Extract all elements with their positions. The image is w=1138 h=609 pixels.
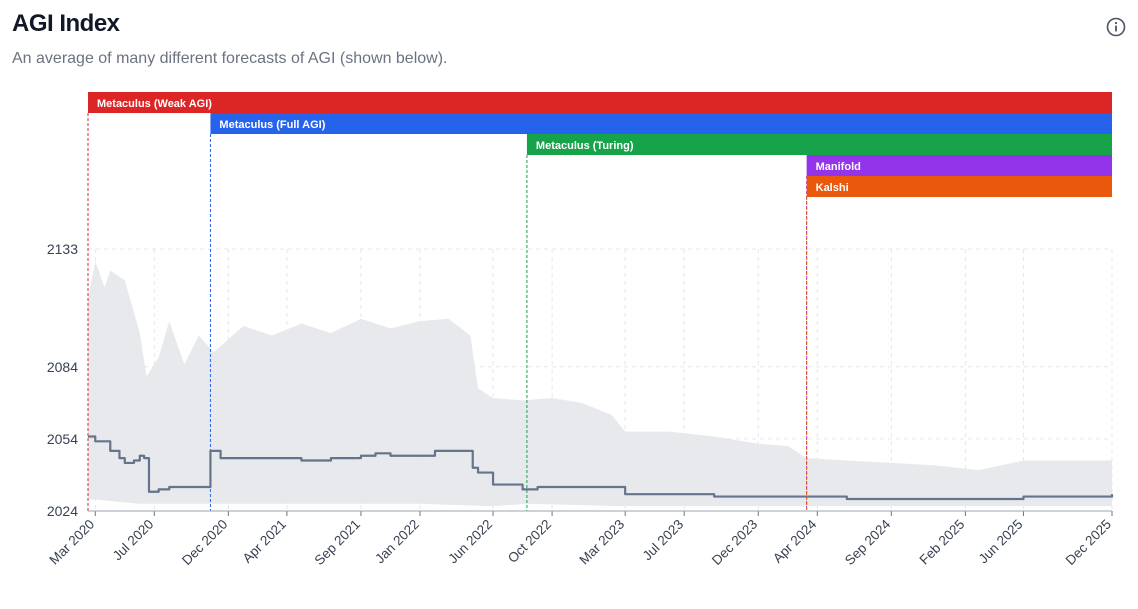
- y-tick-label: 2054: [47, 431, 78, 447]
- y-tick-label: 2024: [47, 503, 78, 519]
- x-tick-label: Mar 2020: [46, 517, 97, 568]
- x-tick-label: Jun 2022: [445, 517, 495, 567]
- source-bars: Metaculus (Weak AGI) Metaculus (Full AGI)…: [88, 92, 1112, 197]
- agi-index-line: [88, 435, 1114, 501]
- x-tick-label: Apr 2021: [240, 517, 289, 566]
- source-bar: [806, 176, 1112, 197]
- x-tick-label: Apr 2024: [770, 516, 820, 566]
- info-icon[interactable]: [1106, 17, 1126, 37]
- x-tick-label: Dec 2020: [179, 517, 230, 568]
- source-bar-label: Metaculus (Full AGI): [219, 119, 325, 131]
- x-tick-label: Jan 2022: [372, 517, 422, 567]
- source-bar-label: Manifold: [816, 161, 861, 173]
- source-bar-label: Metaculus (Weak AGI): [97, 98, 212, 110]
- x-tick-label: Jul 2020: [110, 517, 157, 564]
- x-tick-label: Dec 2023: [709, 517, 760, 568]
- page-title: AGI Index: [12, 10, 120, 37]
- source-bar: [526, 134, 1112, 155]
- x-tick-label: Jun 2025: [976, 517, 1026, 567]
- forecast-band: [88, 261, 1112, 507]
- x-tick-label: Mar 2023: [576, 517, 627, 568]
- source-start-lines: [87, 113, 808, 511]
- x-tick-label: Oct 2022: [505, 517, 554, 566]
- source-bar: [806, 155, 1112, 176]
- source-bar: [88, 92, 1112, 113]
- page-subtitle: An average of many different forecasts o…: [12, 50, 448, 67]
- x-tick-label: Feb 2025: [917, 517, 968, 568]
- y-tick-label: 2084: [47, 359, 78, 375]
- source-bar: [210, 113, 1112, 134]
- x-tick-label: Jul 2023: [640, 517, 687, 564]
- y-tick-label: 2133: [47, 241, 78, 257]
- source-bar-label: Kalshi: [816, 182, 849, 194]
- x-tick-label: Sep 2021: [312, 517, 363, 568]
- x-tick-label: Sep 2024: [842, 516, 894, 568]
- series-layer: [88, 435, 1114, 501]
- forecast-band-layer: [88, 261, 1112, 507]
- source-bar-label: Metaculus (Turing): [536, 140, 634, 152]
- x-tick-label: Dec 2025: [1063, 517, 1114, 568]
